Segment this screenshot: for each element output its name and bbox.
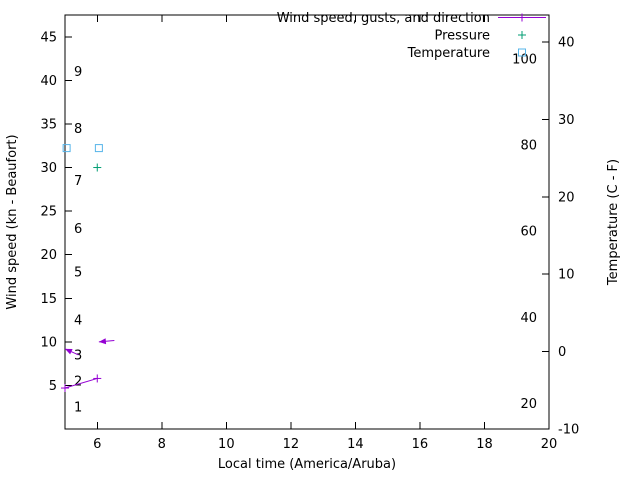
x-tick-label: 16 xyxy=(412,437,429,452)
wind-vector-head xyxy=(98,338,107,345)
y-right-tick-label: -10 xyxy=(558,423,579,438)
beaufort-label: 1 xyxy=(74,401,82,416)
beaufort-label: 3 xyxy=(74,348,82,363)
y-right-tick-label: 30 xyxy=(558,113,575,128)
y-left-tick-label: 30 xyxy=(40,161,57,176)
y-left-tick-label: 45 xyxy=(40,30,57,45)
y-right-tick-label: 40 xyxy=(558,36,575,51)
y-left-axis-title: Wind speed (kn - Beaufort) xyxy=(5,134,20,309)
beaufort-label: 5 xyxy=(74,266,82,281)
x-tick-label: 6 xyxy=(93,437,101,452)
y-left-tick-label: 5 xyxy=(49,379,57,394)
fahrenheit-label: 60 xyxy=(520,224,537,239)
square-marker xyxy=(94,144,103,153)
square-marker xyxy=(62,144,71,153)
x-tick-label: 8 xyxy=(158,437,166,452)
x-axis-title: Local time (America/Aruba) xyxy=(218,457,396,472)
beaufort-label: 2 xyxy=(74,375,82,390)
fahrenheit-label: 100 xyxy=(512,53,537,68)
y-left-tick-label: 25 xyxy=(40,205,57,220)
axis-ticks: 6 8 10 12 14 16 18 2051015202530354045-10010203… xyxy=(40,15,579,452)
x-tick-label: 12 xyxy=(283,437,300,452)
y-right-tick-label: 10 xyxy=(558,268,575,283)
legend-label: Wind speed, gusts, and direction xyxy=(277,11,490,26)
fahrenheit-label: 20 xyxy=(520,397,537,412)
x-tick-label: 18 xyxy=(476,437,493,452)
x-tick-label: 20 xyxy=(541,437,558,452)
plot-border xyxy=(64,14,550,430)
square-marker xyxy=(518,48,526,57)
y-left-tick-label: 40 xyxy=(40,74,57,89)
beaufort-label: 4 xyxy=(74,314,82,329)
beaufort-label: 9 xyxy=(74,65,82,80)
fahrenheit-label: 40 xyxy=(520,311,537,326)
beaufort-label: 8 xyxy=(74,122,82,137)
y-left-tick-label: 10 xyxy=(40,335,57,350)
legend-label: Pressure xyxy=(434,29,490,44)
fahrenheit-label: 80 xyxy=(520,139,537,154)
inner-scale-labels: 1 2 3 4 5 6 7 8 9 20 40 60 80 100 xyxy=(74,53,537,416)
y-left-tick-label: 35 xyxy=(40,117,57,132)
y-left-tick-label: 15 xyxy=(40,292,57,307)
y-right-tick-label: 20 xyxy=(558,190,575,205)
y-left-tick-label: 20 xyxy=(40,248,57,263)
wind_speed-line xyxy=(64,377,98,389)
x-tick-label: 14 xyxy=(347,437,364,452)
y-right-tick-label: 0 xyxy=(558,345,566,360)
y-right-axis-title: Temperature (C - F) xyxy=(606,159,621,286)
beaufort-label: 7 xyxy=(74,174,82,189)
chart-legend: Wind speed, gusts, and direction Pressure… xyxy=(277,11,546,61)
data-series xyxy=(61,144,115,393)
x-tick-label: 10 xyxy=(218,437,235,452)
wind-vector-head xyxy=(65,348,73,355)
legend-label: Temperature xyxy=(407,46,490,61)
beaufort-label: 6 xyxy=(74,222,82,237)
